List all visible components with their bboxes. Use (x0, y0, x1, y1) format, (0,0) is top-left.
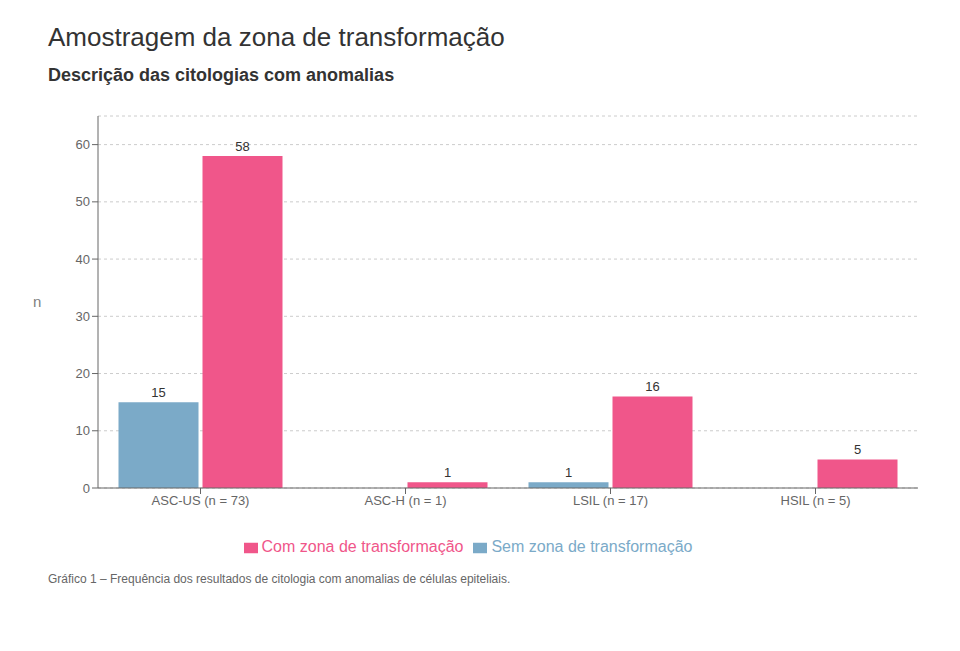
svg-text:58: 58 (235, 139, 249, 154)
svg-text:40: 40 (76, 252, 90, 267)
svg-text:16: 16 (645, 379, 659, 394)
svg-text:LSIL (n = 17): LSIL (n = 17) (573, 493, 648, 508)
svg-text:60: 60 (76, 137, 90, 152)
svg-text:1: 1 (444, 465, 451, 480)
html-text:Com zona de transformação: Com zona de transformação (261, 538, 464, 555)
svg-text:5: 5 (854, 442, 861, 457)
svg-text:1: 1 (565, 465, 572, 480)
html-text:Descrição das citologias com a: Descrição das citologias com anomalias (48, 65, 395, 85)
svg-text:HSIL (n = 5): HSIL (n = 5) (781, 493, 851, 508)
svg-text:30: 30 (76, 309, 90, 324)
svg-text:10: 10 (76, 423, 90, 438)
html-text:Amostragem da zona de transfor: Amostragem da zona de transformação (48, 22, 505, 52)
svg-text:0: 0 (83, 481, 90, 496)
svg-text:50: 50 (76, 194, 90, 209)
svg-text:15: 15 (151, 385, 165, 400)
svg-text:20: 20 (76, 366, 90, 381)
svg-text:n: n (33, 293, 41, 310)
svg-text:ASC-US (n = 73): ASC-US (n = 73) (152, 493, 250, 508)
html-text:Sem zona de transformação: Sem zona de transformação (491, 538, 693, 555)
svg-text:ASC-H (n = 1): ASC-H (n = 1) (365, 493, 447, 508)
html-text:Gráfico 1 – Frequência dos res: Gráfico 1 – Frequência dos resultados de… (48, 572, 511, 586)
